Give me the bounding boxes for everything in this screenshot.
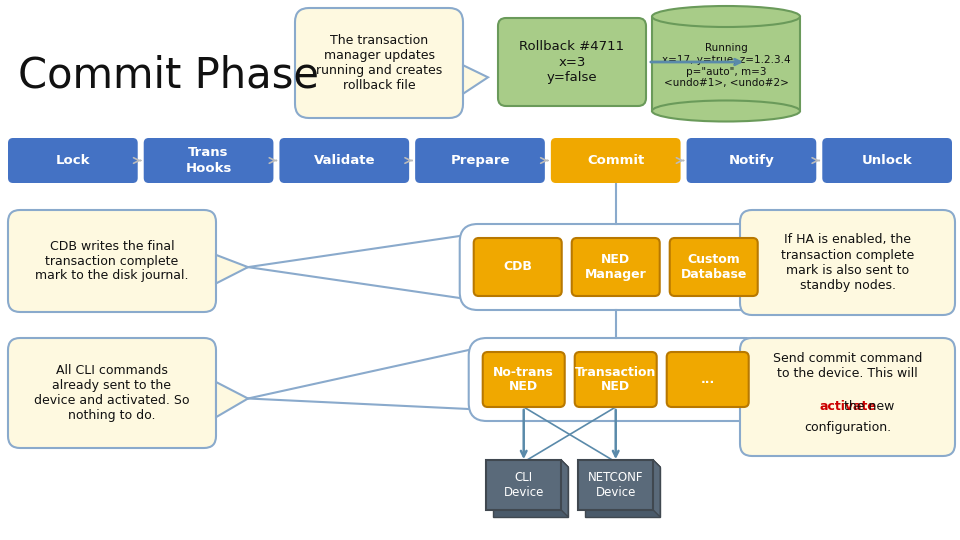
Text: Trans
Hooks: Trans Hooks	[185, 146, 231, 174]
FancyBboxPatch shape	[279, 138, 409, 183]
Ellipse shape	[652, 6, 800, 27]
Polygon shape	[653, 460, 660, 517]
FancyBboxPatch shape	[498, 18, 646, 106]
Text: If HA is enabled, the
transaction complete
mark is also sent to
standby nodes.: If HA is enabled, the transaction comple…	[780, 233, 914, 292]
Text: Running
x=17, y=true, z=1.2.3.4
p="auto", m=3
<undo#1>, <undo#2>: Running x=17, y=true, z=1.2.3.4 p="auto"…	[661, 43, 790, 88]
Text: Transaction
NED: Transaction NED	[575, 366, 657, 394]
Polygon shape	[578, 460, 660, 467]
FancyBboxPatch shape	[295, 8, 463, 118]
Text: ...: ...	[701, 373, 715, 386]
Text: CDB writes the final
transaction complete
mark to the disk journal.: CDB writes the final transaction complet…	[36, 240, 189, 282]
Bar	[652, 17, 800, 111]
Polygon shape	[463, 65, 488, 94]
Polygon shape	[486, 460, 568, 467]
Text: Prepare: Prepare	[450, 154, 510, 167]
Text: Rollback #4711
x=3
y=false: Rollback #4711 x=3 y=false	[519, 40, 625, 84]
Bar	[586, 467, 660, 517]
Bar	[493, 467, 568, 517]
Text: NETCONF
Device: NETCONF Device	[588, 471, 643, 499]
Text: No-trans
NED: No-trans NED	[493, 366, 554, 394]
FancyBboxPatch shape	[415, 138, 545, 183]
Ellipse shape	[652, 100, 800, 122]
Text: Notify: Notify	[729, 154, 775, 167]
FancyBboxPatch shape	[572, 238, 660, 296]
Text: Commit Phase: Commit Phase	[18, 54, 319, 96]
Bar	[578, 460, 653, 510]
FancyBboxPatch shape	[686, 138, 816, 183]
FancyBboxPatch shape	[823, 138, 952, 183]
Text: NED
Manager: NED Manager	[585, 253, 647, 281]
FancyBboxPatch shape	[551, 138, 681, 183]
FancyBboxPatch shape	[8, 210, 216, 312]
Polygon shape	[562, 460, 568, 517]
Text: CLI
Device: CLI Device	[504, 471, 544, 499]
FancyBboxPatch shape	[473, 238, 562, 296]
FancyBboxPatch shape	[740, 338, 955, 456]
Text: Unlock: Unlock	[862, 154, 913, 167]
FancyBboxPatch shape	[144, 138, 274, 183]
Text: CDB: CDB	[503, 260, 532, 273]
FancyBboxPatch shape	[666, 352, 749, 407]
Bar	[486, 460, 562, 510]
FancyBboxPatch shape	[575, 352, 657, 407]
Text: configuration.: configuration.	[804, 422, 891, 435]
Text: Send commit command
to the device. This will: Send commit command to the device. This …	[773, 352, 923, 380]
FancyBboxPatch shape	[8, 138, 137, 183]
Text: the new: the new	[801, 400, 895, 413]
Text: activate: activate	[819, 400, 876, 413]
FancyBboxPatch shape	[740, 210, 955, 315]
FancyBboxPatch shape	[670, 238, 757, 296]
Text: Commit: Commit	[588, 154, 644, 167]
Text: The transaction
manager updates
running and creates
rollback file: The transaction manager updates running …	[316, 34, 443, 92]
Text: Custom
Database: Custom Database	[681, 253, 747, 281]
Text: Validate: Validate	[314, 154, 375, 167]
FancyBboxPatch shape	[483, 352, 564, 407]
Text: Lock: Lock	[56, 154, 90, 167]
Polygon shape	[216, 255, 248, 284]
Polygon shape	[216, 382, 248, 417]
Text: All CLI commands
already sent to the
device and activated. So
nothing to do.: All CLI commands already sent to the dev…	[35, 364, 190, 422]
FancyBboxPatch shape	[8, 338, 216, 448]
